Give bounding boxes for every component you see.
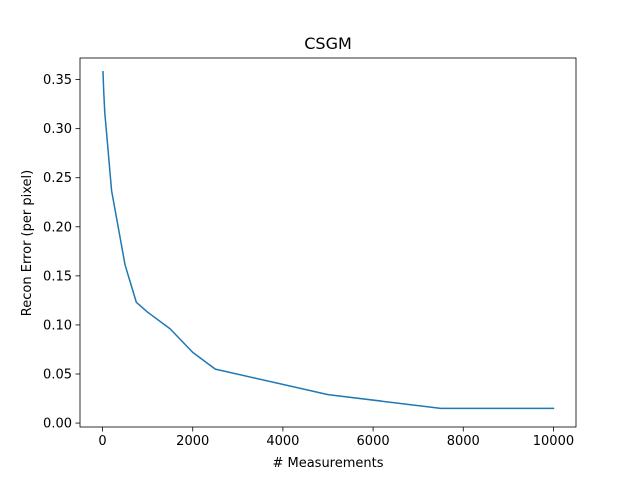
y-tick-label: 0.30 <box>43 122 72 137</box>
x-tick-label: 8000 <box>447 434 480 449</box>
x-tick-label: 4000 <box>266 434 299 449</box>
chart-title: CSGM <box>304 34 352 53</box>
y-tick-label: 0.05 <box>43 368 72 383</box>
x-tick-label: 10000 <box>533 434 574 449</box>
plot-frame <box>79 57 577 428</box>
plot-area: 0 2000 4000 6000 8000 10000 0.00 0.05 0.10 0.15 0.… <box>43 57 577 449</box>
y-tick-label: 0.35 <box>43 73 72 88</box>
x-tick-label: 6000 <box>357 434 390 449</box>
x-tick-label: 2000 <box>176 434 209 449</box>
y-tick-label: 0.00 <box>43 417 72 432</box>
y-tick-label: 0.25 <box>43 171 72 186</box>
y-tick-label: 0.15 <box>43 269 72 284</box>
x-tick-label: 0 <box>98 434 106 449</box>
y-tick-label: 0.10 <box>43 318 72 333</box>
y-axis-label: Recon Error (per pixel) <box>20 170 35 316</box>
series-line-0 <box>102 70 555 410</box>
y-tick-label: 0.20 <box>43 220 72 235</box>
x-axis-label: # Measurements <box>272 456 383 471</box>
